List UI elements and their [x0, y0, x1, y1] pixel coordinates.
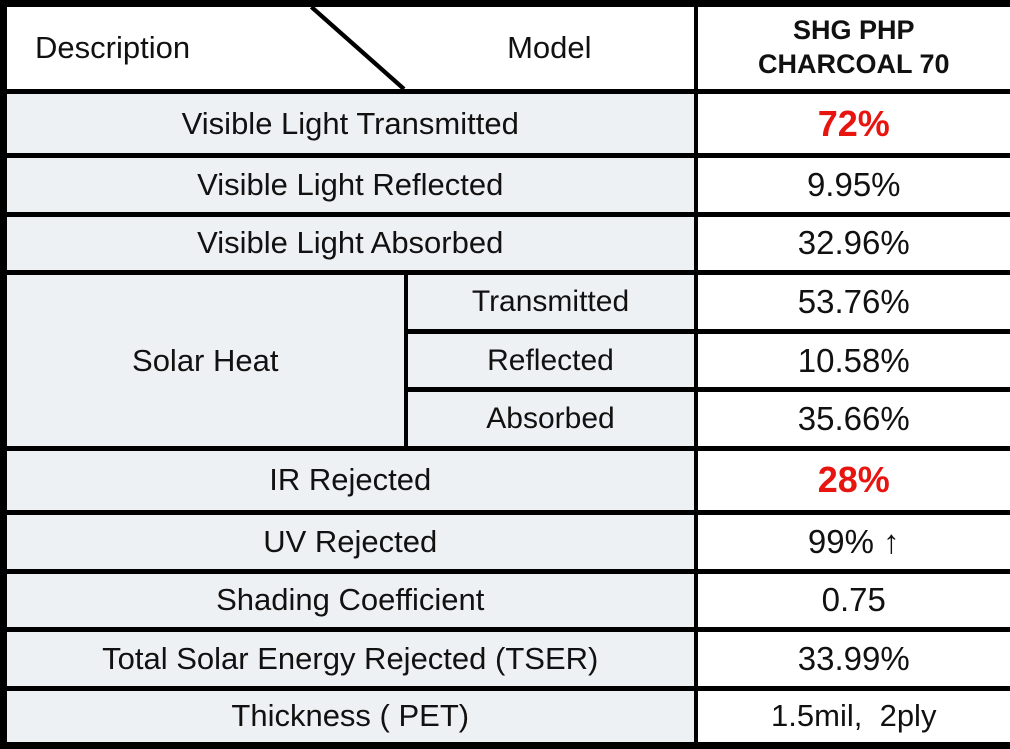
ir-rejected-value: 28% — [693, 445, 1010, 515]
table-row: Solar Heat Transmitted 53.76% — [1, 270, 1010, 451]
solar-heat-absorbed-label: Absorbed — [403, 387, 698, 451]
solar-heat-transmitted-label: Transmitted — [403, 270, 698, 334]
thickness-value: 1.5mil, 2ply — [693, 685, 1010, 749]
table-row: Shading Coefficient 0.75 — [1, 568, 1010, 633]
solar-heat-transmitted-value: 53.76% — [693, 270, 1010, 334]
visible-light-absorbed-label: Visible Light Absorbed — [1, 211, 698, 276]
description-header-label: Description — [35, 30, 191, 65]
uv-rejected-label: UV Rejected — [1, 509, 698, 574]
solar-heat-reflected-label: Reflected — [403, 328, 698, 393]
visible-light-reflected-label: Visible Light Reflected — [1, 153, 698, 217]
visible-light-absorbed-value: 32.96% — [693, 211, 1010, 276]
table-row: IR Rejected 28% — [1, 445, 1010, 515]
solar-heat-group-label: Solar Heat — [1, 270, 408, 451]
tser-label: Total Solar Energy Rejected (TSER) — [1, 627, 698, 691]
shading-coefficient-value: 0.75 — [693, 568, 1010, 633]
visible-light-transmitted-label: Visible Light Transmitted — [1, 88, 698, 159]
thickness-label: Thickness ( PET) — [1, 685, 698, 749]
ir-rejected-label: IR Rejected — [1, 445, 698, 515]
table-row: Total Solar Energy Rejected (TSER) 33.99… — [1, 627, 1010, 691]
table-row: Visible Light Absorbed 32.96% — [1, 211, 1010, 276]
shading-coefficient-label: Shading Coefficient — [1, 568, 698, 633]
solar-heat-absorbed-value: 35.66% — [693, 387, 1010, 451]
table-row: Visible Light Transmitted 72% — [1, 88, 1010, 159]
tser-value: 33.99% — [693, 627, 1010, 691]
table-header-row: Description Model SHG PHP CHARCOAL 70 — [1, 1, 1010, 94]
model-header-label: Model — [507, 30, 592, 65]
visible-light-transmitted-value: 72% — [693, 88, 1010, 159]
visible-light-reflected-value: 9.95% — [693, 153, 1010, 217]
table-row: UV Rejected 99% ↑ — [1, 509, 1010, 574]
model-name-cell: SHG PHP CHARCOAL 70 — [693, 1, 1010, 94]
table-row: Visible Light Reflected 9.95% — [1, 153, 1010, 217]
table-row: Absorbed 35.66% — [4, 387, 1010, 451]
model-name-line2: CHARCOAL 70 — [757, 49, 950, 79]
model-name-line1: SHG PHP — [792, 15, 915, 46]
description-model-header-cell: Description Model — [1, 1, 698, 94]
table-row: Reflected 10.58% — [4, 328, 1010, 393]
diagonal-divider-line — [309, 8, 405, 87]
uv-rejected-value: 99% ↑ — [693, 509, 1010, 574]
table-row: Thickness ( PET) 1.5mil, 2ply — [1, 685, 1010, 749]
solar-heat-reflected-value: 10.58% — [693, 328, 1010, 393]
